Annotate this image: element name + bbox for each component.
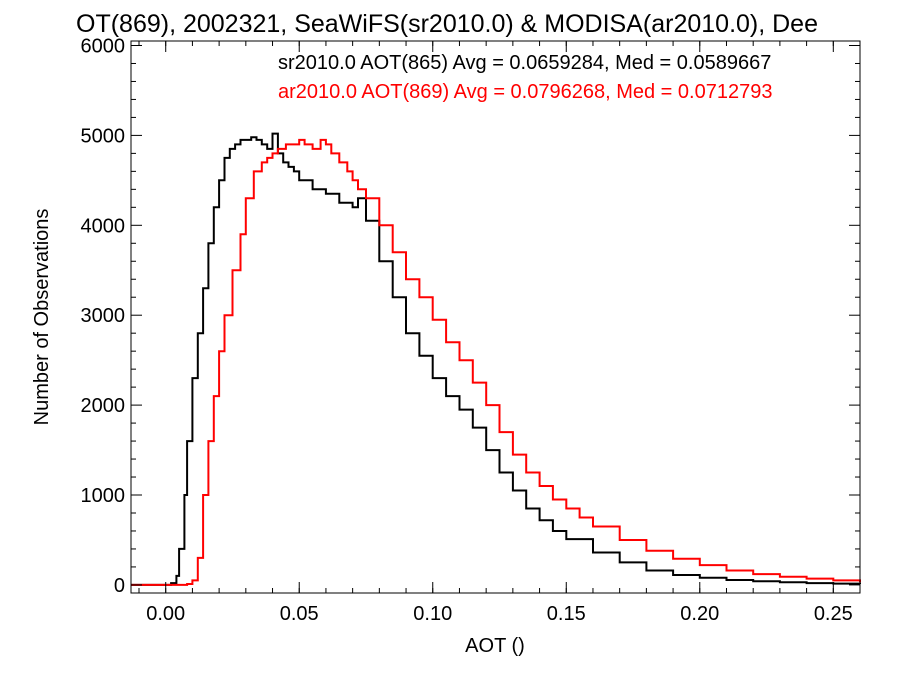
- series-line-1: [131, 138, 861, 586]
- x-tick-label: 0.05: [280, 603, 319, 625]
- axis-layer: 0.00 0.05 0.10 0.15 0.20 0.25 0 1000 2000 3000 400…: [81, 35, 861, 625]
- plot-frame: [130, 40, 861, 594]
- x-tick-label: 0.10: [413, 603, 452, 625]
- series-line-0: [131, 132, 861, 586]
- legend-entry-sr2010: sr2010.0 AOT(865) Avg = 0.0659284, Med =…: [278, 52, 771, 74]
- legend-entry-ar2010: ar2010.0 AOT(869) Avg = 0.0796268, Med =…: [278, 81, 772, 103]
- y-tick-label: 4000: [81, 215, 126, 237]
- y-tick-label: 6000: [81, 35, 126, 57]
- series-layer: [131, 132, 861, 586]
- y-tick-label: 2000: [81, 395, 126, 417]
- y-tick-label: 1000: [81, 485, 126, 507]
- x-tick-label: 0.15: [547, 603, 586, 625]
- chart-title: OT(869), 2002321, SeaWiFS(sr2010.0) & MO…: [76, 10, 818, 38]
- y-axis-label: Number of Observations: [31, 209, 53, 426]
- y-tick-label: 5000: [81, 125, 126, 147]
- y-tick-label: 3000: [81, 305, 126, 327]
- x-tick-label: 0.20: [680, 603, 719, 625]
- x-tick-label: 0.00: [146, 603, 185, 625]
- y-tick-label: 0: [114, 575, 125, 597]
- x-axis-label: AOT (): [465, 635, 525, 657]
- x-tick-label: 0.25: [814, 603, 853, 625]
